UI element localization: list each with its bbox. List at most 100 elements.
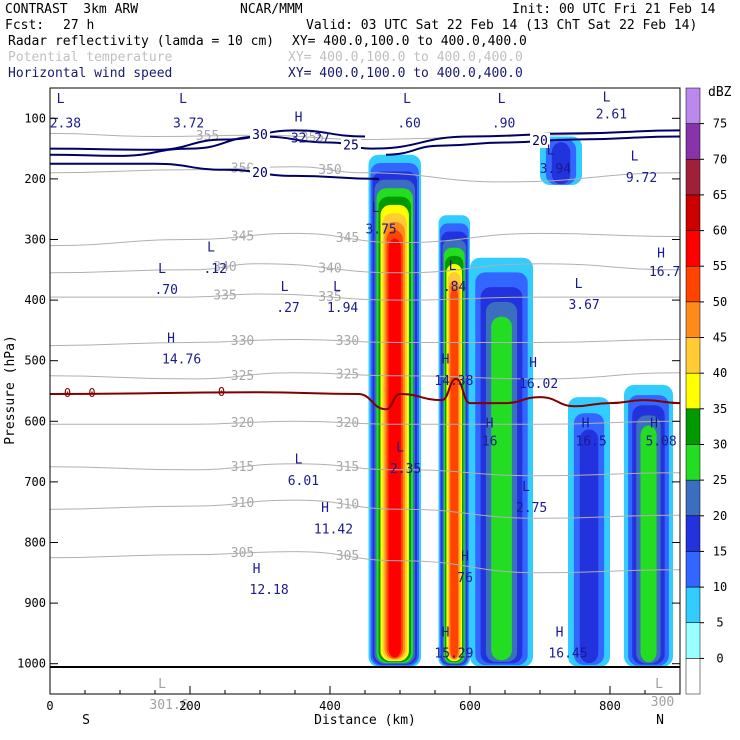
theta-contour-325	[49, 372, 681, 380]
extremum-label-63: 300	[651, 695, 674, 710]
extremum-label-46: L	[295, 453, 303, 468]
colorbar-label-65: 65	[713, 188, 727, 202]
wind-contour-20-3	[385, 135, 681, 156]
colorbar-label-70: 70	[713, 152, 727, 166]
valid-time: Valid: 03 UTC Sat 22 Feb 14 (13 ChT Sat …	[306, 18, 698, 33]
reflectivity-shell-0-55	[388, 238, 401, 658]
colorbar-cell-0	[685, 658, 701, 695]
theta-label-305-1: 305	[336, 549, 359, 564]
colorbar-cell-5	[685, 479, 701, 516]
colorbar-cell-14	[685, 159, 701, 196]
x-end-left-label: S	[82, 713, 90, 728]
extremum-label-16: L	[372, 201, 380, 216]
colorbar-label-35: 35	[713, 402, 727, 416]
y-tick-label-500: 500	[24, 354, 46, 368]
extremum-label-14: L	[631, 150, 639, 165]
x-tick-label-600: 600	[459, 699, 481, 713]
colorbar-label-15: 15	[713, 544, 727, 558]
extremum-label-62: L	[655, 677, 663, 692]
wind-label-30-1: 30	[252, 128, 268, 143]
theta-label-345-0: 345	[231, 230, 254, 245]
extremum-label-18: L	[207, 241, 215, 256]
theta-label-350-0: 350	[231, 161, 254, 176]
extremum-label-39: 16	[482, 435, 498, 450]
init-time: Init: 00 UTC Fri 21 Feb 14	[512, 2, 716, 17]
extremum-label-45: 2.35	[390, 462, 421, 477]
wind-label-bg-2	[250, 164, 270, 180]
theta-label-310-1: 310	[336, 498, 359, 513]
colorbar-cell-15	[685, 123, 701, 160]
theta-label-305-0: 305	[231, 546, 254, 561]
colorbar-cell-1	[685, 622, 701, 659]
extremum-label-38: H	[486, 416, 494, 431]
fcst-label: Fcst:	[5, 18, 45, 33]
extremum-label-55: 12.18	[250, 583, 289, 598]
reflectivity-shell-5-25	[640, 425, 657, 663]
extremum-label-7: .60	[397, 116, 420, 131]
extremum-label-32: H	[167, 332, 175, 347]
extremum-label-26: L	[449, 259, 457, 274]
extremum-label-57: 15.29	[434, 647, 473, 662]
colorbar-cell-12	[685, 230, 701, 267]
theta-contour-345	[49, 232, 681, 247]
x-tick-label-0: 0	[46, 699, 53, 713]
extremum-label-4: H	[295, 110, 303, 125]
x-tick-label-200: 200	[179, 699, 201, 713]
colorbar-cell-4	[685, 515, 701, 552]
extremum-label-49: 2.75	[516, 501, 547, 516]
extremum-label-50: H	[321, 501, 329, 516]
x-tick-label-400: 400	[319, 699, 341, 713]
extremum-label-24: L	[333, 280, 341, 295]
colorbar-cell-16	[685, 87, 701, 124]
colorbar-label-5: 5	[716, 616, 723, 630]
extremum-label-17: 3.75	[365, 222, 396, 237]
field-wind-xy: XY= 400.0,100.0 to 400.0,400.0	[288, 66, 523, 81]
y-tick-label-100: 100	[24, 111, 46, 125]
theta-label-320-0: 320	[231, 416, 254, 431]
reflectivity-shell-1-50	[450, 288, 459, 659]
theta-label-320-1: 320	[336, 416, 359, 431]
freezing-label-0: 0	[64, 386, 71, 400]
extremum-label-1: 2.38	[50, 116, 81, 131]
extremum-label-43: 5.08	[645, 435, 676, 450]
theta-label-330-0: 330	[231, 334, 254, 349]
extremum-label-42: H	[650, 416, 658, 431]
extremum-label-9: .90	[492, 116, 515, 131]
colorbar-cell-10	[685, 301, 701, 338]
theta-label-350-1: 350	[318, 163, 341, 178]
extremum-label-48: L	[522, 480, 530, 495]
theta-label-325-1: 325	[336, 367, 359, 382]
colorbar-cell-7	[685, 408, 701, 445]
wind-contour-layer: 25 30 20 20	[49, 127, 681, 181]
extremum-label-31: 16.7	[649, 265, 680, 280]
extremum-label-10: L	[603, 90, 611, 105]
extremum-label-15: 9.72	[626, 171, 657, 186]
theta-contour-355	[49, 129, 681, 141]
theta-label-340-0: 340	[213, 260, 236, 275]
theta-label-345-1: 345	[336, 231, 359, 246]
theta-label-315-1: 315	[336, 460, 359, 475]
extremum-label-59: 16.45	[548, 647, 587, 662]
extremum-label-47: 6.01	[288, 474, 319, 489]
field-reflectivity-name: Radar reflectivity (lamda = 10 cm)	[8, 34, 275, 49]
fcst-value: 27 h	[63, 18, 95, 33]
colorbar-cell-11	[685, 265, 701, 303]
extremum-label-25: 1.94	[327, 301, 358, 316]
theta-contour-305	[49, 551, 681, 574]
colorbar-label-20: 20	[713, 509, 727, 523]
freezing-label-1: 0	[88, 386, 95, 400]
theta-contour-320	[50, 420, 681, 425]
extremum-label-13: 3.94	[540, 162, 571, 177]
colorbar-unit: dBZ	[708, 85, 732, 100]
field-wind-name: Horizontal wind speed	[8, 66, 173, 81]
y-tick-label-200: 200	[24, 172, 46, 186]
extremum-label-22: L	[281, 280, 289, 295]
colorbar-label-25: 25	[713, 473, 727, 487]
extremum-label-35: 14.38	[434, 374, 473, 389]
extremum-label-52: H	[461, 550, 469, 565]
colorbar-label-10: 10	[713, 580, 727, 594]
y-tick-label-300: 300	[24, 233, 46, 247]
wind-label-20-2: 20	[252, 166, 268, 181]
field-theta-xy: XY= 400.0,100.0 to 400.0,400.0	[288, 50, 523, 65]
